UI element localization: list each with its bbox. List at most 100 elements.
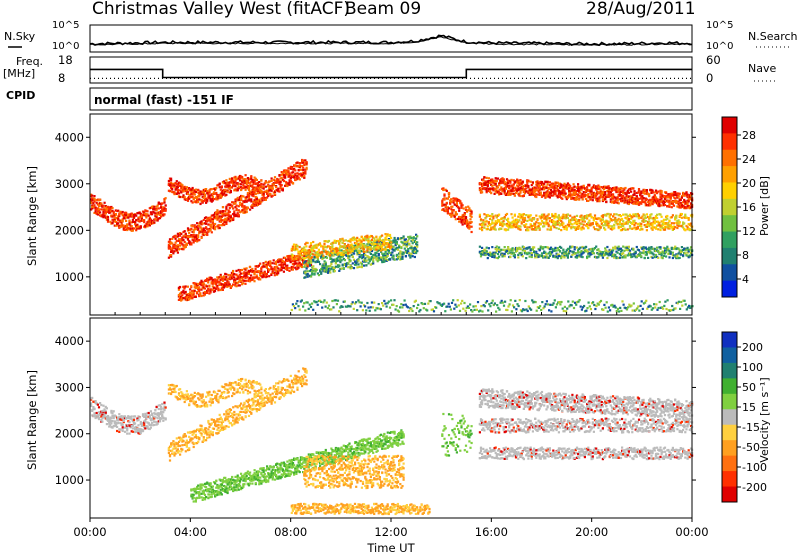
data-cell [390,251,393,255]
data-cell [154,208,157,211]
data-cell [194,190,197,194]
data-cell [283,261,287,264]
data-cell [516,218,519,221]
data-cell [162,206,165,209]
data-cell [242,282,245,285]
data-cell [141,213,145,216]
data-cell [198,286,201,289]
data-cell [338,251,341,254]
data-cell [171,187,174,191]
data-cell [616,223,619,226]
data-cell [216,278,219,282]
noise-tick-right-top: 10^5 [706,20,733,31]
data-cell [399,255,402,258]
data-cell [184,236,187,239]
data-cell [619,215,623,218]
data-cell [349,264,352,267]
data-cell [180,191,183,194]
data-cell [385,235,388,238]
data-cell [156,219,159,222]
data-cell [313,273,316,276]
data-cell [401,255,404,258]
data-cell [123,226,127,229]
data-cell [622,199,625,202]
data-cell [586,194,589,197]
data-cell [495,191,498,194]
data-cell [184,198,187,201]
data-cell [370,255,374,258]
data-cell [683,205,686,208]
data-cell [668,200,671,203]
data-cell [262,275,265,278]
data-cell [558,193,562,196]
data-cell [575,222,579,225]
data-cell [564,192,567,195]
data-cell [227,209,230,212]
data-cell [625,213,628,216]
data-cell [130,215,133,218]
data-cell [131,229,134,232]
data-cell [529,218,532,221]
data-cell [508,191,511,194]
data-cell [631,216,634,219]
data-cell [582,193,585,197]
data-cell [661,194,664,197]
data-cell [381,244,384,247]
data-cell [220,276,223,279]
data-cell [262,263,265,266]
data-cell [366,246,369,249]
data-cell [500,180,503,183]
data-cell [408,252,411,255]
data-cell [322,254,325,257]
data-cell [237,268,240,272]
data-cell [621,187,624,190]
data-cell [598,228,601,231]
data-cell [575,214,579,217]
data-cell [234,200,237,203]
data-cell [402,252,405,255]
data-cell [210,288,213,291]
data-cell [470,215,473,218]
data-cell [220,185,223,188]
data-cell [242,276,245,279]
data-cell [517,220,520,223]
data-cell [405,243,409,246]
data-cell [310,261,313,264]
data-cell [493,226,496,229]
data-cell [645,191,648,194]
data-cell [455,205,458,208]
data-cell [273,176,277,179]
data-cell [661,199,664,202]
data-cell [498,219,501,222]
data-cell [333,249,336,252]
data-cell [229,204,232,207]
data-cell [180,238,183,241]
data-cell [233,212,236,215]
data-cell [290,249,293,252]
data-cell [233,276,236,279]
data-cell [216,198,219,201]
data-cell [281,259,284,262]
data-cell [639,194,642,197]
data-cell [489,187,492,191]
data-cell [247,186,251,189]
data-cell [202,196,205,200]
data-cell [530,219,533,222]
data-cell [282,171,286,174]
data-cell [500,217,503,220]
data-cell [306,270,309,273]
data-cell [151,213,154,216]
data-cell [280,187,283,191]
data-cell [324,264,327,267]
data-cell [230,274,233,277]
power-scatter [90,158,694,313]
data-cell [356,240,359,243]
data-cell [346,245,349,248]
data-cell [560,192,563,195]
noise-tick-left-bottom: 10^0 [52,41,79,52]
data-cell [177,238,181,241]
data-cell [519,194,522,198]
data-cell [672,192,676,195]
data-cell [197,227,200,230]
